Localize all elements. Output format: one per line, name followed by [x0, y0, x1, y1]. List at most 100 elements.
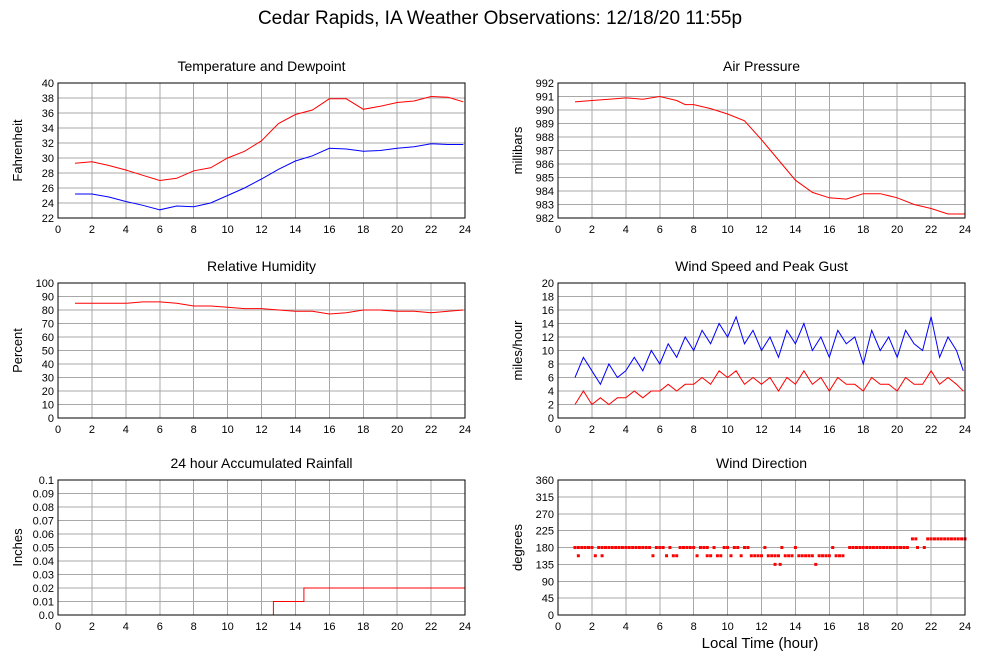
scatter-point	[715, 554, 719, 558]
chart-title: Wind Direction	[716, 455, 807, 471]
scatter-point	[648, 546, 652, 549]
x-tick-label: 0	[555, 424, 561, 436]
scatter-point	[743, 546, 747, 549]
y-tick-label: 135	[536, 559, 554, 571]
series-line-0	[574, 95, 965, 215]
scatter-point	[810, 554, 814, 558]
x-tick-label: 0	[55, 424, 61, 436]
scatter-point	[841, 554, 845, 558]
x-tick-label: 22	[425, 621, 437, 633]
scatter-point	[597, 546, 601, 549]
scatter-point	[831, 546, 835, 549]
scatter-point	[882, 546, 886, 549]
chart-title: Wind Speed and Peak Gust	[675, 258, 848, 274]
x-tick-label: 4	[623, 424, 629, 436]
scatter-point	[939, 537, 943, 541]
y-tick-label: 982	[536, 213, 554, 225]
scatter-point	[698, 546, 702, 549]
x-tick-label: 14	[289, 224, 301, 236]
scatter-point	[620, 546, 624, 549]
y-tick-label: 991	[536, 92, 554, 104]
x-tick-label: 10	[721, 224, 733, 236]
scatter-point	[576, 554, 580, 558]
series-line-0	[74, 95, 464, 182]
y-tick-label: 315	[536, 492, 554, 504]
y-tick-label: 985	[536, 173, 554, 185]
scatter-point	[603, 546, 607, 549]
x-tick-label: 2	[589, 424, 595, 436]
x-tick-label: 16	[823, 224, 835, 236]
scatter-point	[705, 554, 709, 558]
plot-frame	[557, 479, 966, 616]
x-tick-label: 8	[191, 424, 197, 436]
x-tick-label: 0	[555, 224, 561, 236]
scatter-point	[776, 554, 780, 558]
x-tick-label: 20	[891, 621, 903, 633]
scatter-point	[587, 546, 591, 549]
scatter-point	[871, 546, 875, 549]
scatter-point	[654, 546, 658, 549]
y-tick-label: 24	[42, 198, 54, 210]
plot-frame	[57, 479, 466, 616]
y-tick-label: 20	[542, 278, 554, 290]
y-tick-label: 986	[536, 159, 554, 171]
scatter-point	[770, 554, 774, 558]
y-tick-label: 0	[548, 413, 554, 425]
x-tick-label: 0	[555, 621, 561, 633]
scatter-point	[838, 554, 842, 558]
y-axis-label: miles/hour	[510, 320, 525, 381]
scatter-point	[583, 546, 587, 549]
y-tick-label: 225	[536, 526, 554, 538]
x-tick-label: 0	[55, 621, 61, 633]
scatter-point	[960, 537, 964, 541]
y-tick-label: 0.0	[39, 610, 54, 622]
scatter-point	[888, 546, 892, 549]
x-tick-label: 2	[89, 424, 95, 436]
scatter-point	[875, 546, 879, 549]
x-tick-label: 8	[691, 621, 697, 633]
scatter-point	[668, 546, 672, 549]
x-tick-label: 20	[391, 224, 403, 236]
scatter-point	[892, 546, 896, 549]
x-tick-label: 14	[789, 621, 801, 633]
x-tick-label: 22	[425, 424, 437, 436]
y-tick-label: 0.1	[39, 475, 54, 487]
scatter-point	[949, 537, 953, 541]
scatter-point	[760, 554, 763, 558]
scatter-point	[821, 554, 825, 558]
scatter-point	[685, 546, 689, 549]
scatter-point	[861, 546, 865, 549]
x-tick-label: 12	[755, 224, 767, 236]
scatter-point	[914, 537, 918, 541]
y-tick-label: 10	[42, 400, 54, 412]
scatter-point	[902, 546, 906, 549]
y-tick-label: 40	[42, 78, 54, 90]
y-tick-label: 32	[42, 138, 54, 150]
y-tick-label: 26	[42, 183, 54, 195]
scatter-point	[627, 546, 631, 549]
scatter-point	[895, 546, 899, 549]
scatter-point	[858, 546, 862, 549]
scatter-point	[932, 537, 936, 541]
x-tick-label: 20	[391, 424, 403, 436]
x-tick-label: 4	[123, 224, 129, 236]
scatter-point	[797, 554, 801, 558]
y-tick-label: 36	[42, 108, 54, 120]
x-tick-label: 8	[191, 621, 197, 633]
scatter-point	[848, 546, 852, 549]
scatter-point	[916, 546, 920, 549]
scatter-point	[671, 554, 675, 558]
scatter-point	[746, 546, 750, 549]
x-tick-label: 4	[623, 621, 629, 633]
y-tick-label: 10	[542, 346, 554, 358]
x-tick-label: 18	[357, 224, 369, 236]
y-axis-label: degrees	[510, 524, 525, 571]
scatter-point	[590, 546, 594, 549]
x-tick-label: 8	[691, 224, 697, 236]
x-axis-label: Local Time (hour)	[701, 635, 819, 652]
x-tick-label: 10	[221, 424, 233, 436]
